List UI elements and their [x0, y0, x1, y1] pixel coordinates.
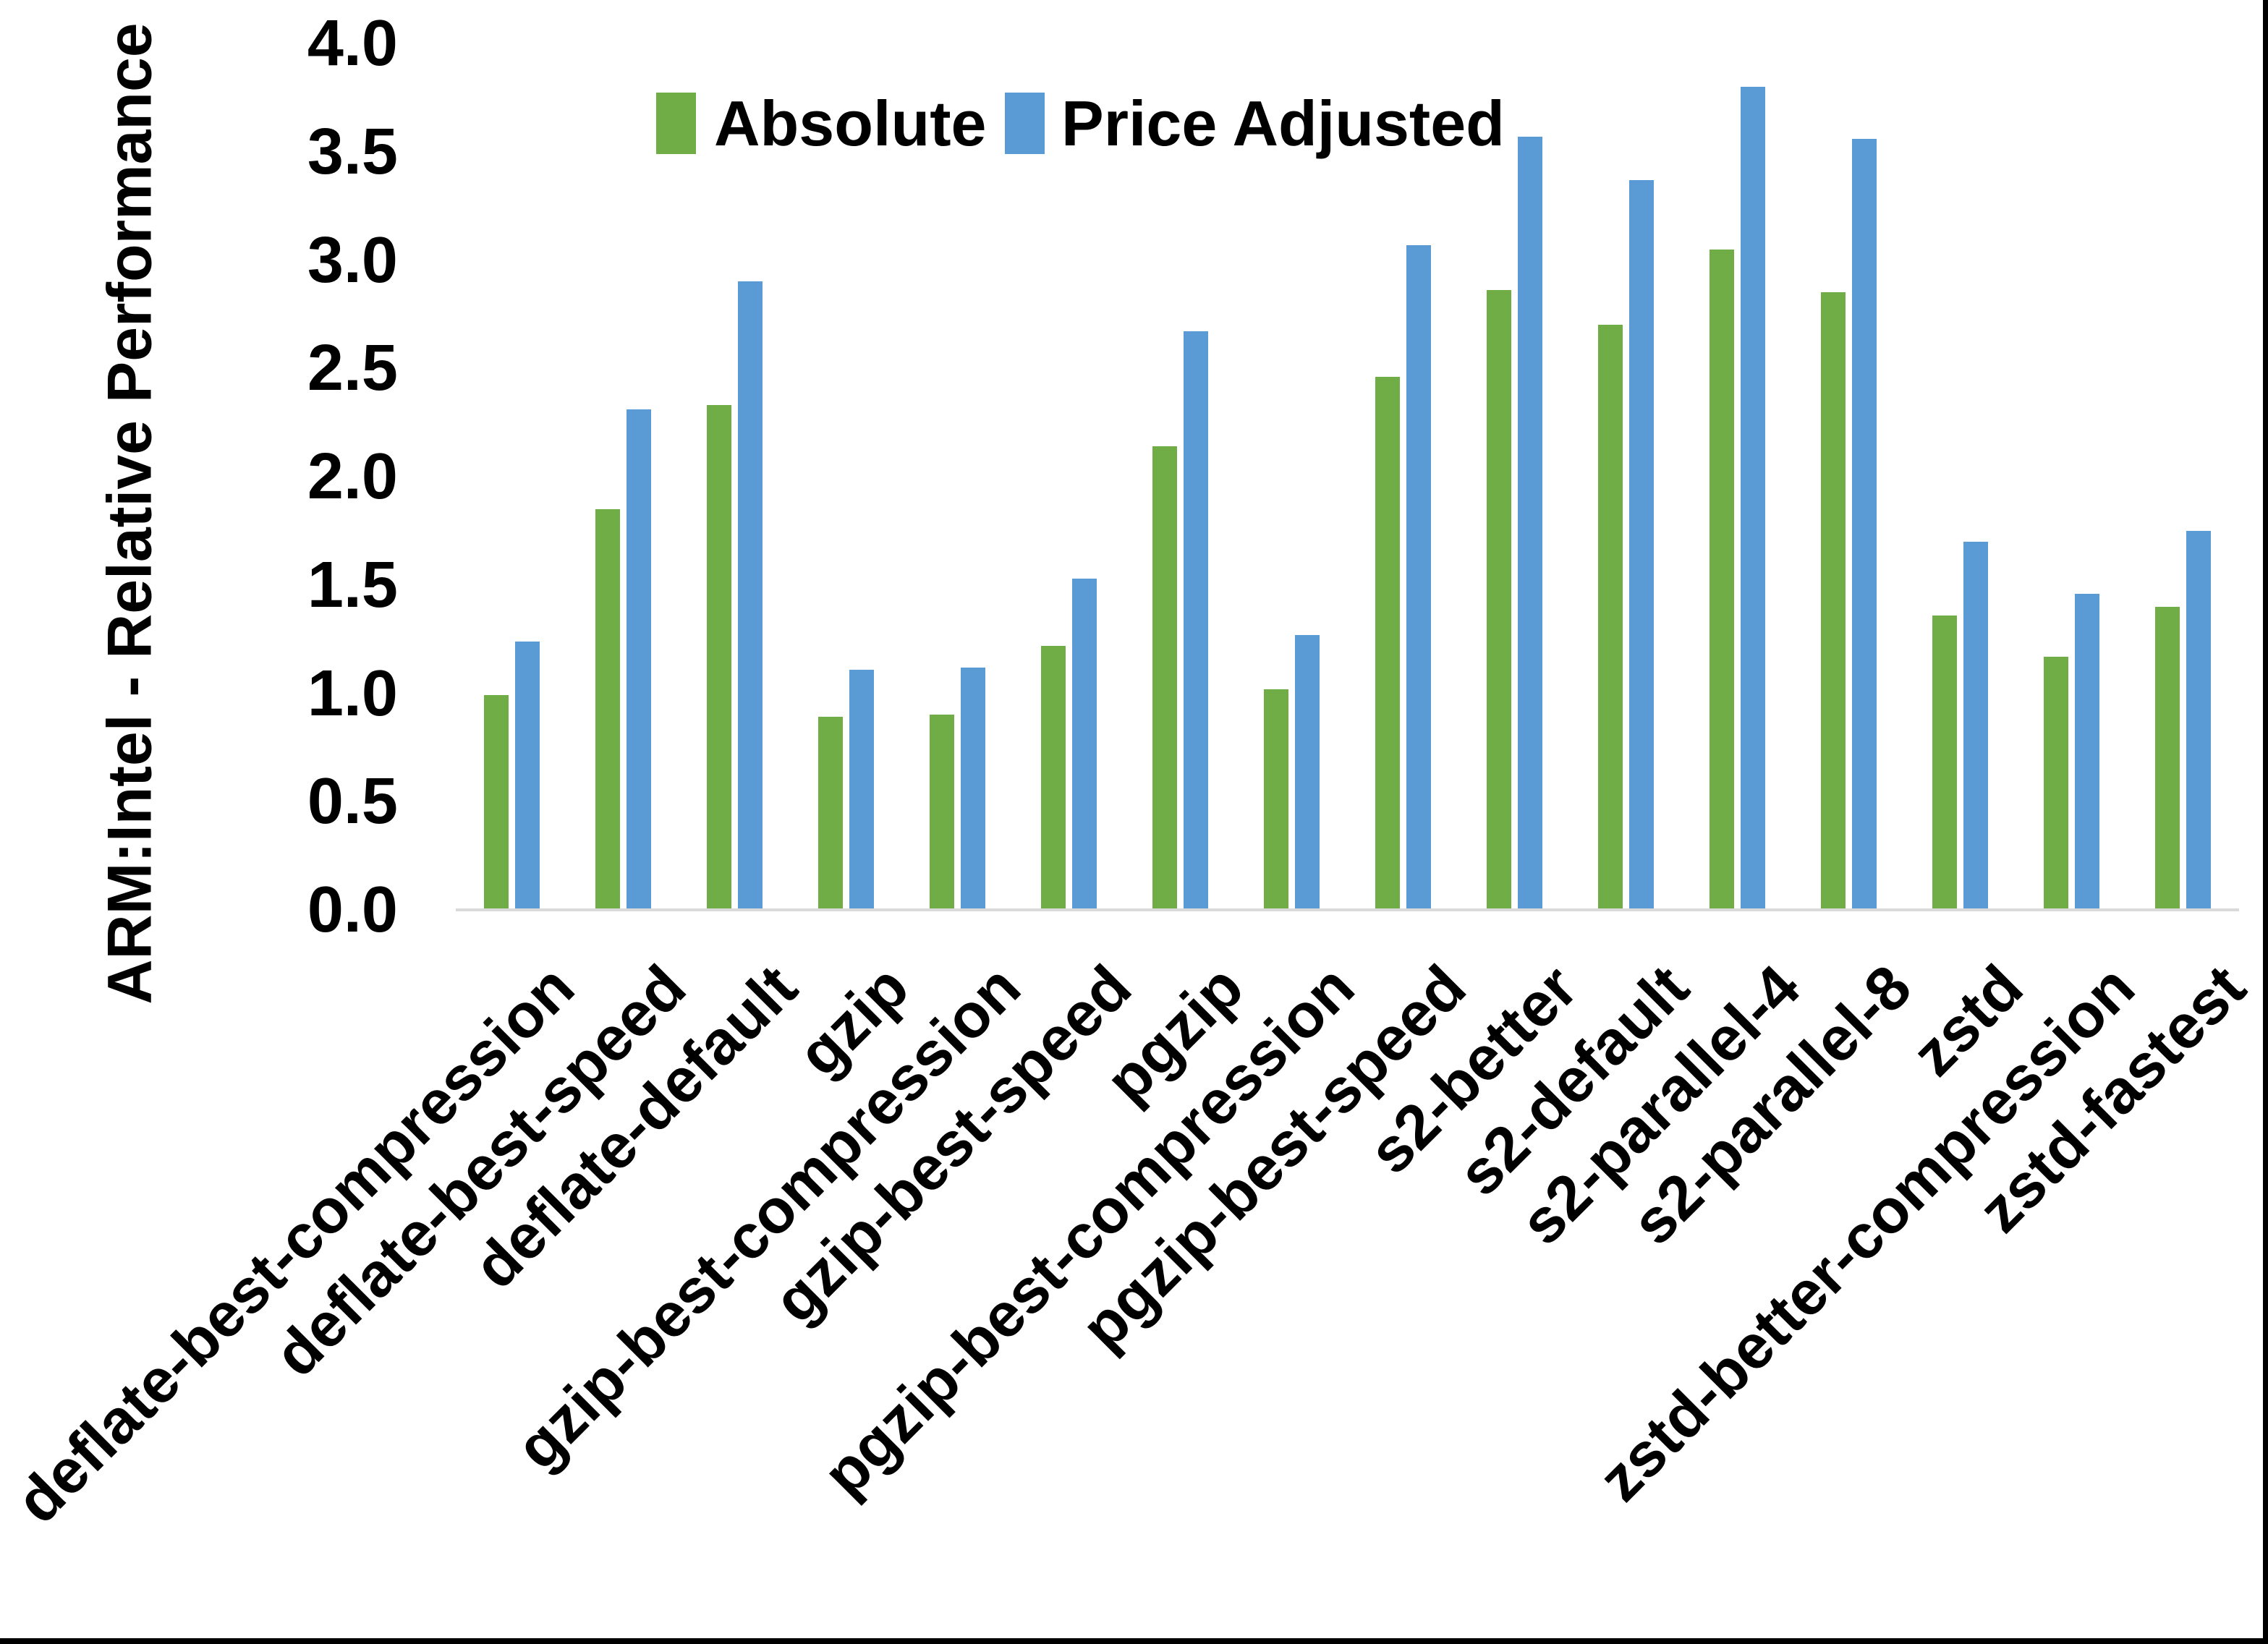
bar-absolute-gzip-best-speed [1041, 645, 1066, 910]
bar-absolute-s2-parallel-8 [1821, 292, 1846, 910]
bar-absolute-s2-parallel-4 [1710, 249, 1734, 910]
bar-absolute-gzip-best-compression [930, 715, 954, 910]
y-tick-2.5: 2.5 [307, 332, 398, 405]
legend-label-price-adjusted: Price Adjusted [1061, 88, 1505, 159]
bar-absolute-s2-better [1487, 290, 1511, 910]
bar-price-adjusted-s2-default [1629, 179, 1654, 910]
bar-price-adjusted-s2-parallel-4 [1741, 86, 1765, 910]
bar-price-adjusted-gzip-best-speed [1072, 578, 1097, 910]
y-tick-0.5: 0.5 [307, 765, 398, 838]
bar-price-adjusted-gzip-best-compression [961, 667, 985, 910]
bar-absolute-gzip [818, 717, 843, 910]
y-tick-0.0: 0.0 [307, 874, 398, 946]
bar-price-adjusted-gzip [849, 669, 874, 910]
bar-absolute-pgzip [1152, 446, 1177, 910]
bar-price-adjusted-deflate-default [738, 281, 763, 910]
bar-absolute-pgzip-best-speed [1375, 377, 1400, 910]
y-tick-2.0: 2.0 [307, 440, 398, 513]
y-tick-3.0: 3.0 [307, 223, 398, 297]
y-axis-title: ARM:Intel - Relative Performance [95, 22, 165, 1005]
bar-price-adjusted-s2-parallel-8 [1852, 138, 1877, 910]
window-border-right [2263, 0, 2268, 1644]
legend-swatch-absolute [656, 93, 696, 154]
bar-price-adjusted-zstd [1963, 541, 1988, 910]
legend-swatch-price-adjusted [1005, 93, 1045, 154]
bar-absolute-deflate-default [707, 405, 731, 910]
bar-absolute-deflate-best-compression [484, 695, 509, 910]
bar-price-adjusted-deflate-best-speed [627, 409, 651, 910]
bar-absolute-zstd-fastest [2155, 606, 2180, 910]
bar-price-adjusted-s2-better [1518, 136, 1542, 910]
bar-price-adjusted-pgzip [1184, 331, 1208, 910]
bar-absolute-deflate-best-speed [595, 508, 620, 910]
y-tick-1.5: 1.5 [307, 548, 398, 621]
y-tick-3.5: 3.5 [307, 115, 398, 188]
bar-price-adjusted-pgzip-best-speed [1406, 244, 1431, 910]
x-axis-baseline [456, 908, 2239, 911]
bar-price-adjusted-pgzip-best-compression [1295, 634, 1320, 910]
legend-label-absolute: Absolute [714, 88, 987, 159]
bar-absolute-zstd-better-compression [2044, 656, 2068, 910]
bar-price-adjusted-deflate-best-compression [515, 641, 540, 910]
bar-absolute-zstd [1932, 615, 1957, 910]
bar-price-adjusted-zstd-better-compression [2075, 593, 2099, 910]
window-border-bottom [0, 1638, 2268, 1644]
y-tick-4.0: 4.0 [307, 7, 398, 80]
bar-absolute-pgzip-best-compression [1264, 689, 1288, 910]
y-tick-1.0: 1.0 [307, 657, 398, 730]
bar-price-adjusted-zstd-fastest [2186, 530, 2211, 910]
bar-absolute-s2-default [1598, 325, 1623, 910]
